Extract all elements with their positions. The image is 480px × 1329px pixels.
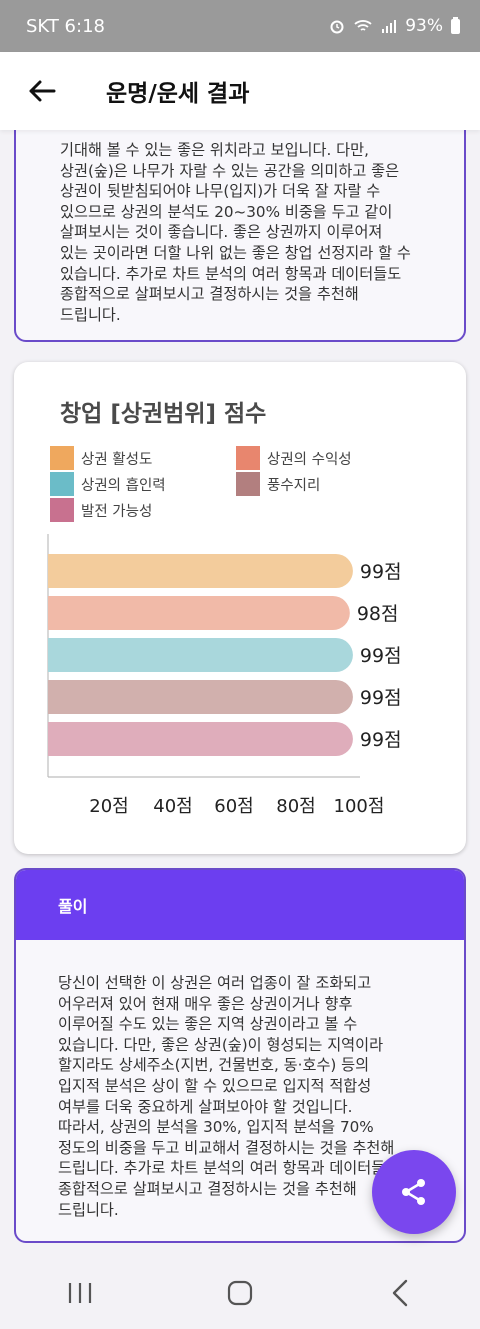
bar-chart: 99점 98점 99점 99점 99점 20점 40점 60점 80점 100점 — [47, 534, 402, 817]
bar-2 — [48, 638, 353, 672]
carrier-time: SKT 6:18 — [26, 15, 105, 37]
page-title: 운명/운세 결과 — [106, 81, 250, 107]
legend-item: 발전 가능성 — [50, 498, 152, 522]
bar-value-label-0: 99점 — [360, 561, 402, 583]
bar-value-label-3: 99점 — [360, 687, 402, 709]
chart-card: 창업 [상권범위] 점수 상권 활성도 상권의 수익성 상권의 흡인력 풍수지리… — [14, 362, 466, 854]
bar-value-label-4: 99점 — [360, 729, 402, 751]
chart-title: 창업 [상권범위] 점수 — [60, 401, 267, 427]
bar-value-label-2: 99점 — [360, 645, 402, 667]
legend-label: 상권 활성도 — [81, 451, 153, 468]
x-tick-label-2: 60점 — [214, 796, 253, 817]
system-nav-bar — [0, 1257, 480, 1329]
scroll-content[interactable]: 기대해 볼 수 있는 좋은 위치라고 보입니다. 다만, 상권(숲)은 나무가 … — [0, 130, 480, 1257]
legend-swatch-2 — [50, 472, 74, 496]
x-tick-label-1: 40점 — [153, 796, 192, 817]
share-icon — [402, 1179, 425, 1205]
bar-value-label-1: 98점 — [357, 603, 399, 625]
status-bar: SKT 6:18 93% — [0, 0, 480, 52]
legend-swatch-3 — [236, 472, 260, 496]
recent-apps-button[interactable] — [40, 1263, 120, 1323]
x-tick-label-3: 80점 — [276, 796, 315, 817]
back-button[interactable] — [16, 65, 68, 117]
legend-item: 상권의 흡인력 — [50, 472, 166, 496]
app-header: 운명/운세 결과 — [0, 52, 480, 130]
x-tick-label-0: 20점 — [89, 796, 128, 817]
share-button[interactable] — [372, 1150, 456, 1234]
bar-4 — [48, 722, 353, 756]
legend-label: 상권의 수익성 — [267, 451, 352, 468]
home-button[interactable] — [200, 1263, 280, 1323]
legend-swatch-0 — [50, 446, 74, 470]
bar-3 — [48, 680, 353, 714]
bar-1 — [48, 596, 350, 630]
legend-label: 상권의 흡인력 — [81, 477, 166, 494]
legend-item: 상권 활성도 — [50, 446, 152, 470]
wifi-icon — [354, 20, 372, 31]
signal-icon — [382, 20, 397, 33]
summary-text: 기대해 볼 수 있는 좋은 위치라고 보입니다. 다만, 상권(숲)은 나무가 … — [60, 141, 411, 324]
summary-card: 기대해 볼 수 있는 좋은 위치라고 보입니다. 다만, 상권(숲)은 나무가 … — [14, 130, 466, 342]
legend-swatch-4 — [50, 498, 74, 522]
legend-label: 발전 가능성 — [81, 503, 153, 520]
status-icons: 93% — [329, 16, 460, 36]
bar-0 — [48, 554, 353, 588]
legend-item: 상권의 수익성 — [236, 446, 352, 470]
back-nav-button[interactable] — [360, 1263, 440, 1323]
battery-icon — [451, 16, 460, 34]
x-tick-label-4: 100점 — [334, 796, 385, 817]
explanation-text: 당신이 선택한 이 상권은 여러 업종이 잘 조화되고 어우러져 있어 현재 매… — [58, 974, 400, 1219]
back-nav-icon — [392, 1279, 408, 1307]
arrow-left-icon — [29, 80, 56, 102]
explanation-heading: 풀이 — [16, 870, 464, 940]
legend-item: 풍수지리 — [236, 472, 320, 496]
recent-apps-icon — [68, 1283, 92, 1303]
alarm-icon — [330, 20, 344, 34]
legend-swatch-1 — [236, 446, 260, 470]
battery-level: 93% — [405, 16, 443, 36]
home-icon — [227, 1280, 253, 1306]
legend-label: 풍수지리 — [267, 477, 321, 494]
